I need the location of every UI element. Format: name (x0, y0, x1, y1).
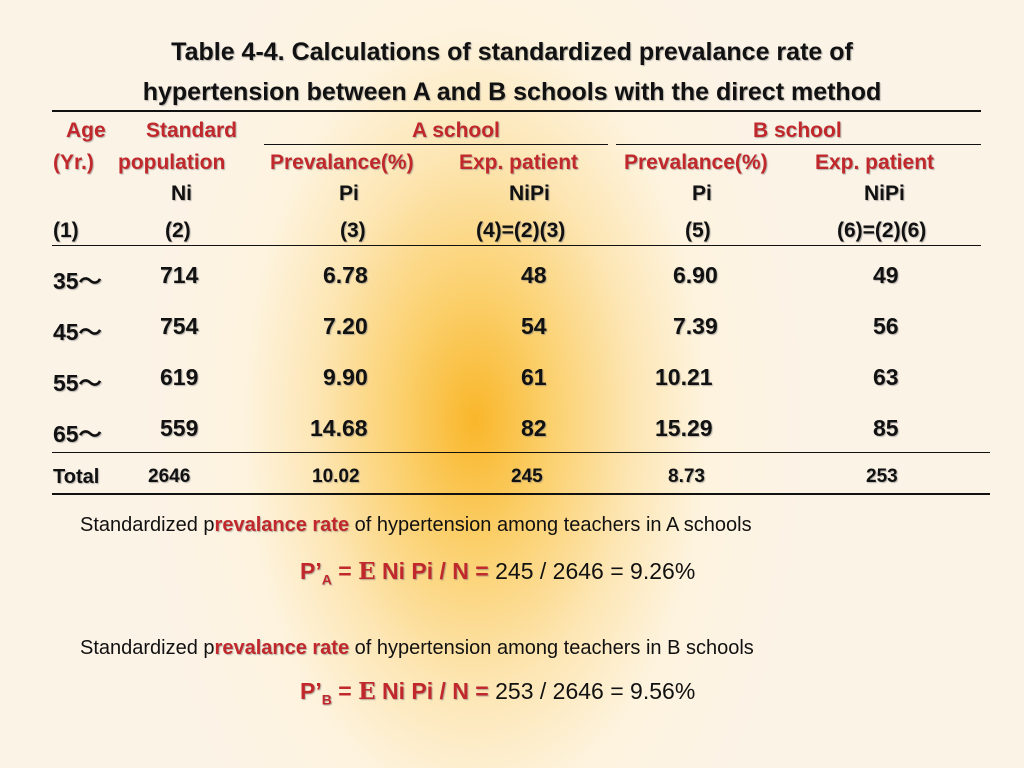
row4-a-nipi: 82 (521, 415, 547, 441)
row1-ni: 714 (160, 262, 199, 288)
header-ni: Ni (171, 182, 192, 205)
explanation-a-pre: Standardized p (80, 514, 215, 536)
formula-a-sigma: Ε (358, 558, 376, 585)
header-b-pi: Pi (692, 182, 712, 205)
formula-a-sub: A (321, 571, 332, 588)
explanation-b: Standardized prevalance rate of hyperten… (80, 633, 964, 663)
row4-a-pi: 14.68 (310, 415, 368, 441)
row3-b-nipi: 63 (873, 364, 899, 390)
top-rule (52, 110, 981, 112)
formula-a: P’A = Ε Ni Pi / N = 245 / 2646 = 9.26% (300, 558, 695, 588)
formula-a-p: P’ (300, 558, 322, 584)
row2-a-nipi: 54 (521, 313, 547, 339)
header-bottom-rule (52, 245, 981, 246)
table-title-line1: Table 4-4. Calculations of standardized … (171, 38, 853, 66)
formula-a-calc: 245 / 2646 = 9.26% (495, 558, 696, 584)
explanation-a-post: of hypertension among teachers in A scho… (349, 514, 752, 536)
header-col3: (3) (340, 219, 366, 242)
total-a-nipi: 245 (511, 466, 543, 487)
row4-ni: 559 (160, 415, 199, 441)
table-title-line2: hypertension between A and B schools wit… (142, 78, 882, 106)
header-a-pi: Pi (339, 182, 359, 205)
header-col6: (6)=(2)(6) (837, 219, 927, 242)
formula-a-expr: Ni Pi / N = (375, 558, 496, 584)
header-age: Age (66, 119, 106, 142)
row3-a-pi: 9.90 (323, 364, 368, 390)
header-col2: (2) (165, 219, 191, 242)
header-b-nipi: NiPi (864, 182, 905, 205)
row2-a-pi: 7.20 (323, 313, 368, 339)
row3-b-pi: 10.21 (655, 364, 713, 390)
formula-a-eq: = (331, 558, 359, 584)
header-col5: (5) (685, 219, 711, 242)
row2-b-pi: 7.39 (673, 313, 718, 339)
header-a-exp-patient: Exp. patient (459, 151, 579, 174)
row2-ni: 754 (160, 313, 199, 339)
header-yr: (Yr.) (53, 151, 94, 174)
header-col4: (4)=(2)(3) (476, 219, 566, 242)
formula-b-p: P’ (300, 678, 322, 704)
total-bottom-rule (52, 493, 990, 495)
header-population: population (118, 151, 226, 174)
total-top-rule (52, 452, 990, 453)
header-a-prevalance: Prevalance(%) (270, 151, 414, 174)
b-school-rule (616, 144, 981, 145)
formula-b-sub: B (321, 691, 332, 708)
a-school-rule (264, 144, 608, 145)
row2-age: 45～ (53, 319, 102, 345)
total-b-pi: 8.73 (668, 466, 705, 487)
header-col1: (1) (53, 219, 79, 242)
header-b-school: B school (753, 119, 842, 142)
formula-b-expr: Ni Pi / N = (375, 678, 496, 704)
header-a-nipi: NiPi (509, 182, 550, 205)
total-b-nipi: 253 (866, 466, 898, 487)
row2-b-nipi: 56 (873, 313, 899, 339)
row1-a-nipi: 48 (521, 262, 547, 288)
row1-a-pi: 6.78 (323, 262, 368, 288)
header-standard: Standard (146, 119, 238, 142)
formula-b-sigma: Ε (358, 678, 376, 705)
total-a-pi: 10.02 (312, 466, 360, 487)
total-label: Total (53, 466, 100, 488)
row3-age: 55～ (53, 370, 102, 396)
total-ni: 2646 (148, 466, 191, 487)
explanation-a: Standardized prevalance rate of hyperten… (80, 510, 964, 540)
header-b-exp-patient: Exp. patient (815, 151, 935, 174)
formula-b-calc: 253 / 2646 = 9.56% (495, 678, 696, 704)
row1-age: 35～ (53, 268, 102, 294)
row3-a-nipi: 61 (521, 364, 547, 390)
explanation-b-post: of hypertension among teachers in B scho… (349, 637, 754, 659)
explanation-b-pre: Standardized p (80, 637, 215, 659)
row1-b-pi: 6.90 (673, 262, 718, 288)
row4-b-pi: 15.29 (655, 415, 713, 441)
formula-b: P’B = Ε Ni Pi / N = 253 / 2646 = 9.56% (300, 678, 695, 708)
row1-b-nipi: 49 (873, 262, 899, 288)
header-b-prevalance: Prevalance(%) (624, 151, 768, 174)
explanation-b-highlight: revalance rate (214, 637, 350, 659)
row4-age: 65～ (53, 421, 102, 447)
formula-b-eq: = (331, 678, 359, 704)
header-a-school: A school (412, 119, 500, 142)
row3-ni: 619 (160, 364, 199, 390)
row4-b-nipi: 85 (873, 415, 899, 441)
explanation-a-highlight: revalance rate (214, 514, 350, 536)
